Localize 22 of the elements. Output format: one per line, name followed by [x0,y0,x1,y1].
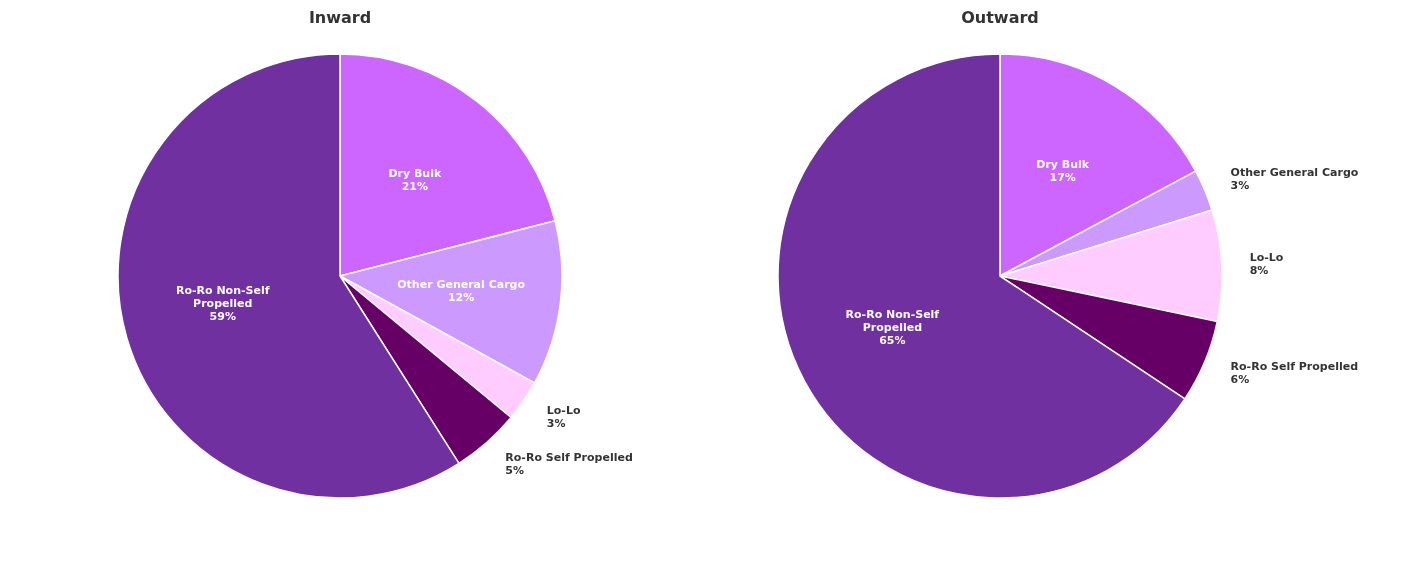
slice-label: Ro-Ro Self Propelled [1230,359,1359,373]
slice-label: Dry Bulk [1036,158,1090,172]
slice-label: Ro-Ro Self Propelled [505,450,633,464]
chart-title: Inward [308,8,372,27]
data-label: 8% [1249,264,1269,278]
data-label: 5% [505,463,525,477]
data-label: 21% [401,179,429,193]
slice-label: Lo-Lo [1249,251,1284,265]
slice-label: Ro-Ro Non-Self Propelled [175,284,270,311]
data-label: 59% [209,310,236,324]
chart-title: Outward [961,8,1039,27]
data-label: 12% [447,291,475,305]
data-label: 3% [1230,179,1250,193]
slice-label: Lo-Lo [546,403,581,417]
data-label: 6% [1230,372,1250,386]
slice-label: Dry Bulk [388,166,442,180]
slice-label: Other General Cargo [397,278,526,292]
data-label: 65% [879,333,906,347]
data-label: 3% [546,416,566,430]
data-label: 17% [1049,171,1076,185]
slice-label: Ro-Ro Non-Self Propelled [845,307,940,334]
slice-label: Other General Cargo [1230,166,1359,180]
